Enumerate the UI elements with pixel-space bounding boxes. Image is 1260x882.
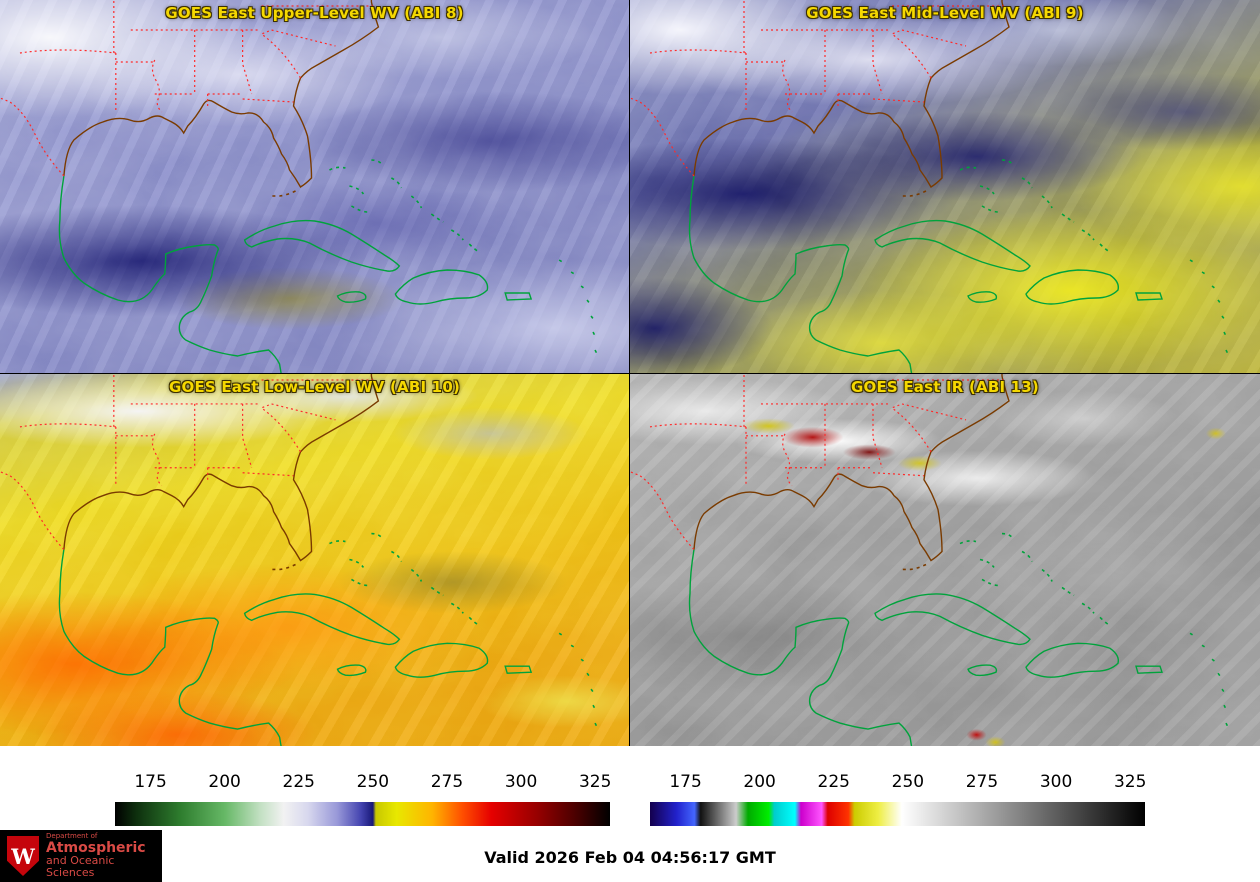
panel-title: GOES East Low-Level WV (ABI 10) xyxy=(168,378,461,396)
logo-oceanic-line: and Oceanic Sciences xyxy=(46,854,115,880)
colorbar-ir-gradient xyxy=(650,802,1145,826)
panel-ir: GOES East IR (ABI 13) xyxy=(630,374,1260,746)
map-overlay xyxy=(630,0,1260,373)
map-overlay xyxy=(0,0,629,373)
tick-label: 225 xyxy=(282,772,315,792)
quad-panel-grid: GOES East Upper-Level WV (ABI 8) GOES Ea… xyxy=(0,0,1260,746)
tick-label: 325 xyxy=(1113,772,1147,792)
tick-label: 250 xyxy=(891,772,925,792)
panel-mid-level-wv: GOES East Mid-Level WV (ABI 9) xyxy=(630,0,1260,373)
tick-label: 200 xyxy=(208,772,241,792)
tick-label: 275 xyxy=(965,772,999,792)
tick-label: 175 xyxy=(669,772,702,792)
panel-upper-level-wv: GOES East Upper-Level WV (ABI 8) xyxy=(0,0,629,373)
logo-dept-line: Department of xyxy=(46,832,98,841)
colorbar-wv: 175 200 225 250 275 300 325 xyxy=(115,746,612,830)
panel-low-level-wv: GOES East Low-Level WV (ABI 10) xyxy=(0,374,629,746)
tick-label: 200 xyxy=(743,772,776,792)
colorbar-wv-gradient xyxy=(115,802,610,826)
cloud-texture xyxy=(0,0,629,373)
tick-label: 175 xyxy=(134,772,167,792)
cloud-texture xyxy=(630,374,1260,746)
colorbar-ir-ticks: 175 200 225 250 275 300 325 xyxy=(650,772,1147,794)
cloud-texture xyxy=(0,374,629,746)
tick-label: 225 xyxy=(817,772,850,792)
panel-title: GOES East Mid-Level WV (ABI 9) xyxy=(806,4,1084,22)
colorbar-section: 175 200 225 250 275 300 325 175 200 225 250 275 300… xyxy=(0,746,1260,830)
panel-title: GOES East Upper-Level WV (ABI 8) xyxy=(165,4,464,22)
map-overlay xyxy=(0,374,629,746)
tick-label: 300 xyxy=(1039,772,1073,792)
tick-label: 250 xyxy=(356,772,390,792)
tick-label: 300 xyxy=(504,772,538,792)
footer: W Department of Atmospheric and Oceanic … xyxy=(0,830,1260,882)
valid-timestamp: Valid 2026 Feb 04 04:56:17 GMT xyxy=(484,848,776,867)
uw-crest-icon: W xyxy=(7,836,39,876)
colorbar-wv-ticks: 175 200 225 250 275 300 325 xyxy=(115,772,612,794)
tick-label: 325 xyxy=(578,772,612,792)
uw-aos-logo: W Department of Atmospheric and Oceanic … xyxy=(0,830,162,882)
logo-text: Department of Atmospheric and Oceanic Sc… xyxy=(46,832,155,880)
tick-label: 275 xyxy=(430,772,464,792)
panel-title: GOES East IR (ABI 13) xyxy=(850,378,1039,396)
colorbar-ir: 175 200 225 250 275 300 325 xyxy=(650,746,1147,830)
cloud-texture xyxy=(630,0,1260,373)
map-overlay xyxy=(630,374,1260,746)
logo-atmospheric-line: Atmospheric xyxy=(46,839,146,856)
